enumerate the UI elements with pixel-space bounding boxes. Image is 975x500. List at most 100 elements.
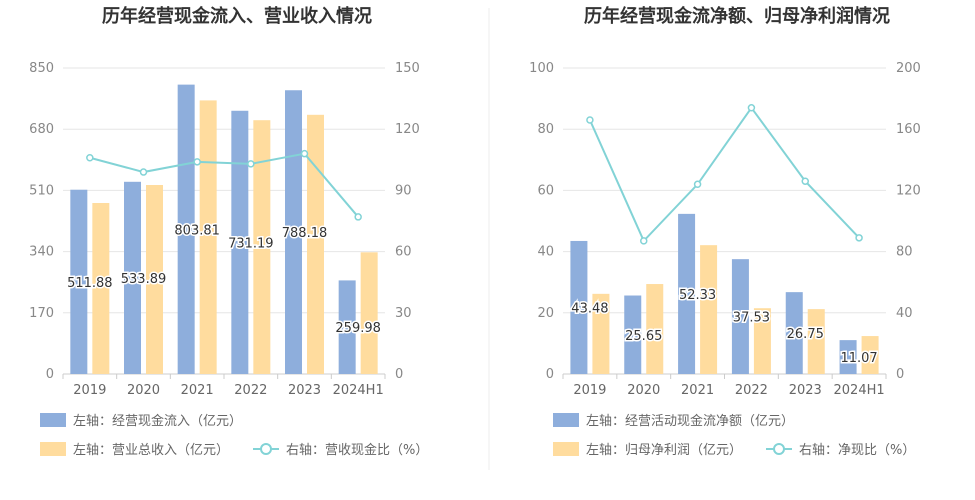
line-point bbox=[586, 116, 594, 124]
line-series bbox=[589, 106, 860, 243]
data-label: 11.07 bbox=[840, 351, 877, 366]
line-point bbox=[855, 234, 863, 242]
bar-series-2 bbox=[253, 120, 271, 374]
bar-series-2 bbox=[92, 203, 110, 374]
legend-label: 左轴：经营现金流入（亿元） bbox=[73, 413, 242, 429]
x-tick-label: 2021 bbox=[181, 383, 214, 398]
legend-label: 左轴：营业总收入（亿元） bbox=[73, 443, 229, 458]
y-left-tick-label: 60 bbox=[537, 183, 554, 198]
x-tick-label: 2020 bbox=[627, 383, 660, 398]
legend-label: 右轴：净现比（%） bbox=[799, 443, 915, 458]
bar-series-1 bbox=[839, 340, 857, 374]
data-label: 803.81 bbox=[174, 223, 220, 238]
chart-2: 历年经营现金流净额、归母净利润情况 0 20 40 60 80 100 0 40 80 120 160… bbox=[529, 5, 921, 458]
line-point bbox=[693, 180, 702, 189]
data-label: 731.19 bbox=[228, 236, 274, 251]
y-right-tick-label: 120 bbox=[896, 183, 921, 198]
x-tick-label: 2019 bbox=[73, 383, 106, 398]
legend-swatch-marker bbox=[773, 443, 785, 455]
line-point bbox=[139, 168, 148, 176]
x-tick-label: 2019 bbox=[573, 383, 606, 398]
legend-label: 左轴：归母净利润（亿元） bbox=[586, 443, 742, 458]
y-right-tick-label: 30 bbox=[395, 306, 412, 321]
x-tick-label: 2022 bbox=[735, 383, 768, 398]
y-right-tick-label: 120 bbox=[395, 122, 420, 137]
line-point bbox=[300, 149, 309, 158]
x-tick-label: 2020 bbox=[127, 383, 160, 398]
bar-series-2 bbox=[307, 114, 324, 375]
y-left-tick-label: 680 bbox=[29, 122, 54, 137]
y-left-tick-label: 510 bbox=[29, 183, 54, 198]
bar-series-1 bbox=[285, 90, 302, 375]
y-left-tick-label: 170 bbox=[29, 306, 54, 321]
legend-item-1[interactable]: 左轴：经营活动现金流净额（亿元） bbox=[553, 413, 794, 429]
line-point bbox=[747, 104, 756, 112]
y-left-tick-label: 340 bbox=[29, 245, 54, 260]
bar-series-2 bbox=[700, 245, 718, 374]
legend-item-2[interactable]: 左轴：营业总收入（亿元） bbox=[40, 442, 229, 458]
legend-item-3[interactable]: 右轴：营收现金比（%） bbox=[253, 442, 428, 458]
data-label: 533.89 bbox=[121, 272, 167, 287]
y-right-tick-label: 60 bbox=[395, 245, 412, 260]
y-right-tick-label: 40 bbox=[896, 306, 913, 321]
legend-label: 右轴：营收现金比（%） bbox=[286, 442, 428, 458]
y-right-tick-label: 0 bbox=[395, 367, 403, 382]
legend-swatch bbox=[553, 442, 579, 456]
y-left-tick-label: 0 bbox=[546, 367, 554, 382]
bar-series-1 bbox=[678, 213, 696, 374]
line-point bbox=[247, 160, 255, 168]
bar-series-1 bbox=[731, 259, 749, 374]
line-point bbox=[640, 237, 648, 245]
legend-item-2[interactable]: 左轴：归母净利润（亿元） bbox=[553, 442, 742, 458]
bar-series-1 bbox=[624, 295, 642, 374]
y-left-tick-label: 40 bbox=[537, 245, 554, 260]
y-right-tick-label: 200 bbox=[896, 61, 921, 76]
data-label: 26.75 bbox=[787, 327, 824, 342]
legend-swatch bbox=[40, 413, 66, 427]
bar-series-2 bbox=[592, 293, 610, 374]
bar-series-2 bbox=[146, 185, 163, 374]
chart-title: 历年经营现金流入、营业收入情况 bbox=[102, 5, 372, 27]
y-left-tick-label: 20 bbox=[537, 306, 554, 321]
legend-item-1[interactable]: 左轴：经营现金流入（亿元） bbox=[40, 413, 242, 429]
legend-item-3[interactable]: 右轴：净现比（%） bbox=[766, 443, 915, 458]
y-right-tick-label: 160 bbox=[896, 122, 921, 137]
bar-series-1 bbox=[570, 240, 588, 374]
bar-series-1 bbox=[70, 189, 88, 374]
line-series bbox=[89, 152, 359, 218]
x-tick-label: 2022 bbox=[234, 383, 267, 398]
line-point bbox=[193, 158, 201, 166]
bar-series-1 bbox=[231, 110, 249, 374]
bar-series-1 bbox=[338, 280, 356, 374]
line-point bbox=[86, 154, 94, 162]
legend-swatch bbox=[553, 413, 579, 427]
bar-series-2 bbox=[807, 309, 825, 374]
x-tick-label: 2024H1 bbox=[333, 383, 384, 398]
y-left-tick-label: 80 bbox=[537, 122, 554, 137]
y-right-tick-label: 0 bbox=[896, 367, 904, 382]
bar-series-2 bbox=[360, 252, 378, 374]
y-right-tick-label: 80 bbox=[896, 245, 913, 260]
y-left-tick-label: 100 bbox=[529, 61, 554, 76]
bar-series-2 bbox=[861, 336, 879, 374]
data-label: 52.33 bbox=[679, 288, 716, 303]
data-label: 259.98 bbox=[335, 321, 381, 336]
chart-1: 历年经营现金流入、营业收入情况 0 170 340 510 680 850 0 30 60 90 12… bbox=[29, 5, 428, 458]
x-tick-label: 2024H1 bbox=[834, 383, 885, 398]
y-left-tick-label: 0 bbox=[46, 367, 54, 382]
bar-series-1 bbox=[785, 292, 803, 374]
bar-series-2 bbox=[753, 308, 771, 374]
y-left-tick-label: 850 bbox=[29, 61, 54, 76]
x-tick-label: 2021 bbox=[681, 383, 714, 398]
legend-swatch-marker bbox=[260, 443, 272, 455]
line-point bbox=[801, 177, 809, 185]
bar-series-2 bbox=[646, 284, 664, 374]
legend-label: 左轴：经营活动现金流净额（亿元） bbox=[586, 413, 794, 429]
data-label: 43.48 bbox=[571, 301, 608, 316]
data-label: 511.88 bbox=[67, 276, 113, 291]
data-label: 37.53 bbox=[733, 311, 770, 326]
y-right-tick-label: 150 bbox=[395, 61, 420, 76]
bar-series-2 bbox=[199, 100, 217, 375]
